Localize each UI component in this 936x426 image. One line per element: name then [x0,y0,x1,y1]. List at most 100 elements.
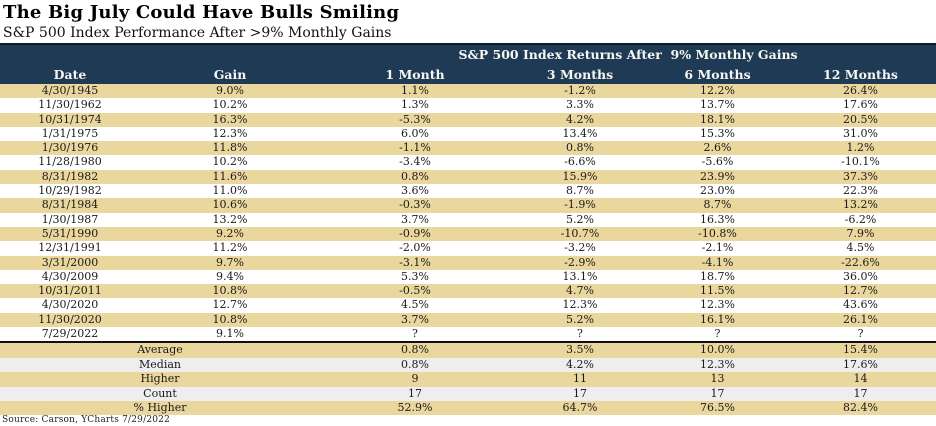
summary-value-cell: 13 [710,372,725,386]
value-cell: 4.5% [401,298,429,312]
table-row: 11/30/2020 10.8% 3.7% 5.2% 16.1% 26.1% [0,312,936,328]
value-cell: 9.7% [216,255,244,269]
summary-row-average: Average 0.8% 3.5% 10.0% 15.4% [0,341,936,358]
value-cell: 36.0% [843,269,878,283]
summary-value-cell: 17 [408,386,422,400]
summary-value-cell: 76.5% [700,400,735,414]
value-cell: -2.0% [399,241,431,255]
value-cell: 9.2% [216,226,244,240]
banner-row: S&P 500 Index Returns After 9% Monthly G… [0,44,936,64]
value-cell: 16.1% [700,312,735,326]
value-cell: 13.1% [562,269,598,283]
value-cell: 12.2% [700,84,735,97]
summary-row-higher: Higher 9 11 13 14 [0,372,936,387]
summary-value-cell: 15.4% [785,341,936,358]
value-cell: 15.3% [700,126,735,140]
date-cell: 8/31/1982 [41,169,99,183]
value-cell: -1.1% [399,141,431,155]
table-row: 8/31/1984 10.6% -0.3% -1.9% 8.7% 13.2% [0,198,936,213]
summary-value-cell: 9 [411,372,419,386]
value-cell: 5.3% [401,269,429,283]
value-cell: 3.3% [566,98,594,112]
value-cell: 37.3% [843,169,878,183]
date-cell: 10/29/1982 [38,184,102,198]
table-row: 4/30/2020 12.7% 4.5% 12.3% 12.3% 43.6% [0,298,936,313]
date-cell: 4/30/2009 [41,269,99,283]
table-row: 1/30/1976 11.8% -1.1% 0.8% 2.6% 1.2% [0,141,936,156]
value-cell: -5.3% [399,112,431,126]
value-cell: 13.4% [562,126,598,140]
value-cell: 10.6% [212,198,248,212]
summary-row-count: Count 17 17 17 17 [0,386,936,401]
value-cell: 18.7% [700,269,735,283]
value-cell: 0.8% [566,141,594,155]
value-cell: -0.5% [399,284,431,298]
summary-value-cell: 17 [573,386,587,400]
summary-row-median: Median 0.8% 4.2% 12.3% 17.6% [0,357,936,373]
value-cell: 9.4% [216,269,244,283]
table-row: 5/31/1990 9.2% -0.9% -10.7% -10.8% 7.9% [0,226,936,242]
date-cell: 1/30/1976 [41,141,99,155]
table-row: 10/29/1982 11.0% 3.6% 8.7% 23.0% 22.3% [0,184,936,199]
value-cell: ? [577,327,583,341]
page-title: The Big July Could Have Bulls Smiling [3,2,400,23]
value-cell: 2.6% [703,141,732,155]
value-cell: -22.6% [841,255,880,269]
table-row: 3/31/2000 9.7% -3.1% -2.9% -4.1% -22.6% [0,255,936,270]
value-cell: 6.0% [401,126,429,140]
returns-table: S&P 500 Index Returns After 9% Monthly G… [0,43,936,416]
column-header-6-months: 6 Months [650,64,785,84]
summary-value-cell: 11 [573,372,587,386]
value-cell: -1.9% [564,198,596,212]
summary-row-higher: % Higher 52.9% 64.7% 76.5% 82.4% [0,400,936,416]
summary-value-cell: 82.4% [843,400,878,414]
value-cell: 9.0% [216,84,244,97]
column-header-3-months: 3 Months [510,64,650,84]
value-cell: 7.9% [846,226,875,240]
summary-value-cell: 0.8% [320,341,510,358]
summary-label: Higher [140,372,180,386]
date-cell: 12/31/1991 [38,241,102,255]
value-cell: -3.2% [564,241,596,255]
date-cell: 11/30/2020 [38,312,102,326]
value-cell: 1.2% [846,141,875,155]
value-cell: 12.3% [212,126,248,140]
value-cell: 43.6% [843,298,878,312]
value-cell: ? [412,327,418,341]
value-cell: 23.9% [700,169,735,183]
summary-value-cell: 14 [853,372,868,386]
table-data-body: 4/30/1945 9.0% 1.1% -1.2% 12.2% 26.4% 11/30/19… [0,84,936,343]
summary-value-cell: 10.0% [650,341,785,358]
value-cell: 10.2% [212,98,248,112]
date-cell: 1/31/1975 [41,126,99,140]
value-cell: 11.8% [212,141,248,155]
table-row: 1/30/1987 13.2% 3.7% 5.2% 16.3% -6.2% [0,212,936,227]
value-cell: 10.8% [212,284,248,298]
value-cell: 12.7% [843,284,878,298]
value-cell: -0.3% [399,198,431,212]
column-header-12-months: 12 Months [785,64,936,84]
value-cell: 16.3% [700,212,735,226]
value-cell: 12.7% [212,298,248,312]
date-cell: 1/30/1987 [41,212,99,226]
value-cell: 20.5% [843,112,878,126]
value-cell: 26.1% [843,312,878,326]
value-cell: 5.2% [566,212,594,226]
value-cell: 10.2% [212,155,248,169]
summary-label: Median [139,357,181,371]
value-cell: 4.5% [846,241,875,255]
date-cell: 7/29/2022 [41,327,99,341]
value-cell: 17.6% [843,98,878,112]
summary-label: Count [143,386,177,400]
value-cell: 8.7% [566,184,594,198]
value-cell: 12.3% [562,298,598,312]
value-cell: 0.8% [401,169,429,183]
summary-label: % Higher [133,400,187,414]
summary-value-cell: 17 [853,386,868,400]
table-row: 10/31/2011 10.8% -0.5% 4.7% 11.5% 12.7% [0,284,936,299]
value-cell: -1.2% [564,84,596,97]
table-header: S&P 500 Index Returns After 9% Monthly G… [0,44,936,84]
value-cell: 10.8% [212,312,248,326]
value-cell: 3.6% [401,184,429,198]
